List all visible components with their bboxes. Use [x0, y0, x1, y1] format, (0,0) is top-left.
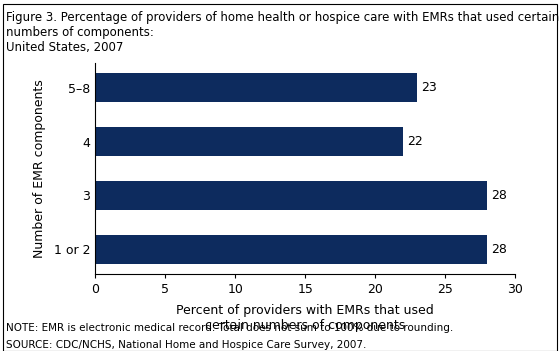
Text: 23: 23 [422, 81, 437, 94]
Bar [95, 73, 417, 102]
Y-axis label: Number of EMR components: Number of EMR components [32, 79, 45, 258]
Text: NOTE: EMR is electronic medical record. Total does not sum to 100% due to roundi: NOTE: EMR is electronic medical record. … [6, 323, 453, 333]
Text: 28: 28 [492, 189, 507, 202]
Bar [95, 234, 487, 264]
Bar [95, 181, 487, 210]
Text: 28: 28 [492, 243, 507, 256]
X-axis label: Percent of providers with EMRs that used
certain numbers of components: Percent of providers with EMRs that used… [176, 304, 434, 332]
Bar [95, 127, 403, 156]
Text: 22: 22 [408, 135, 423, 148]
Text: SOURCE: CDC/NCHS, National Home and Hospice Care Survey, 2007.: SOURCE: CDC/NCHS, National Home and Hosp… [6, 340, 366, 350]
Text: Figure 3. Percentage of providers of home health or hospice care with EMRs that : Figure 3. Percentage of providers of hom… [6, 11, 559, 54]
